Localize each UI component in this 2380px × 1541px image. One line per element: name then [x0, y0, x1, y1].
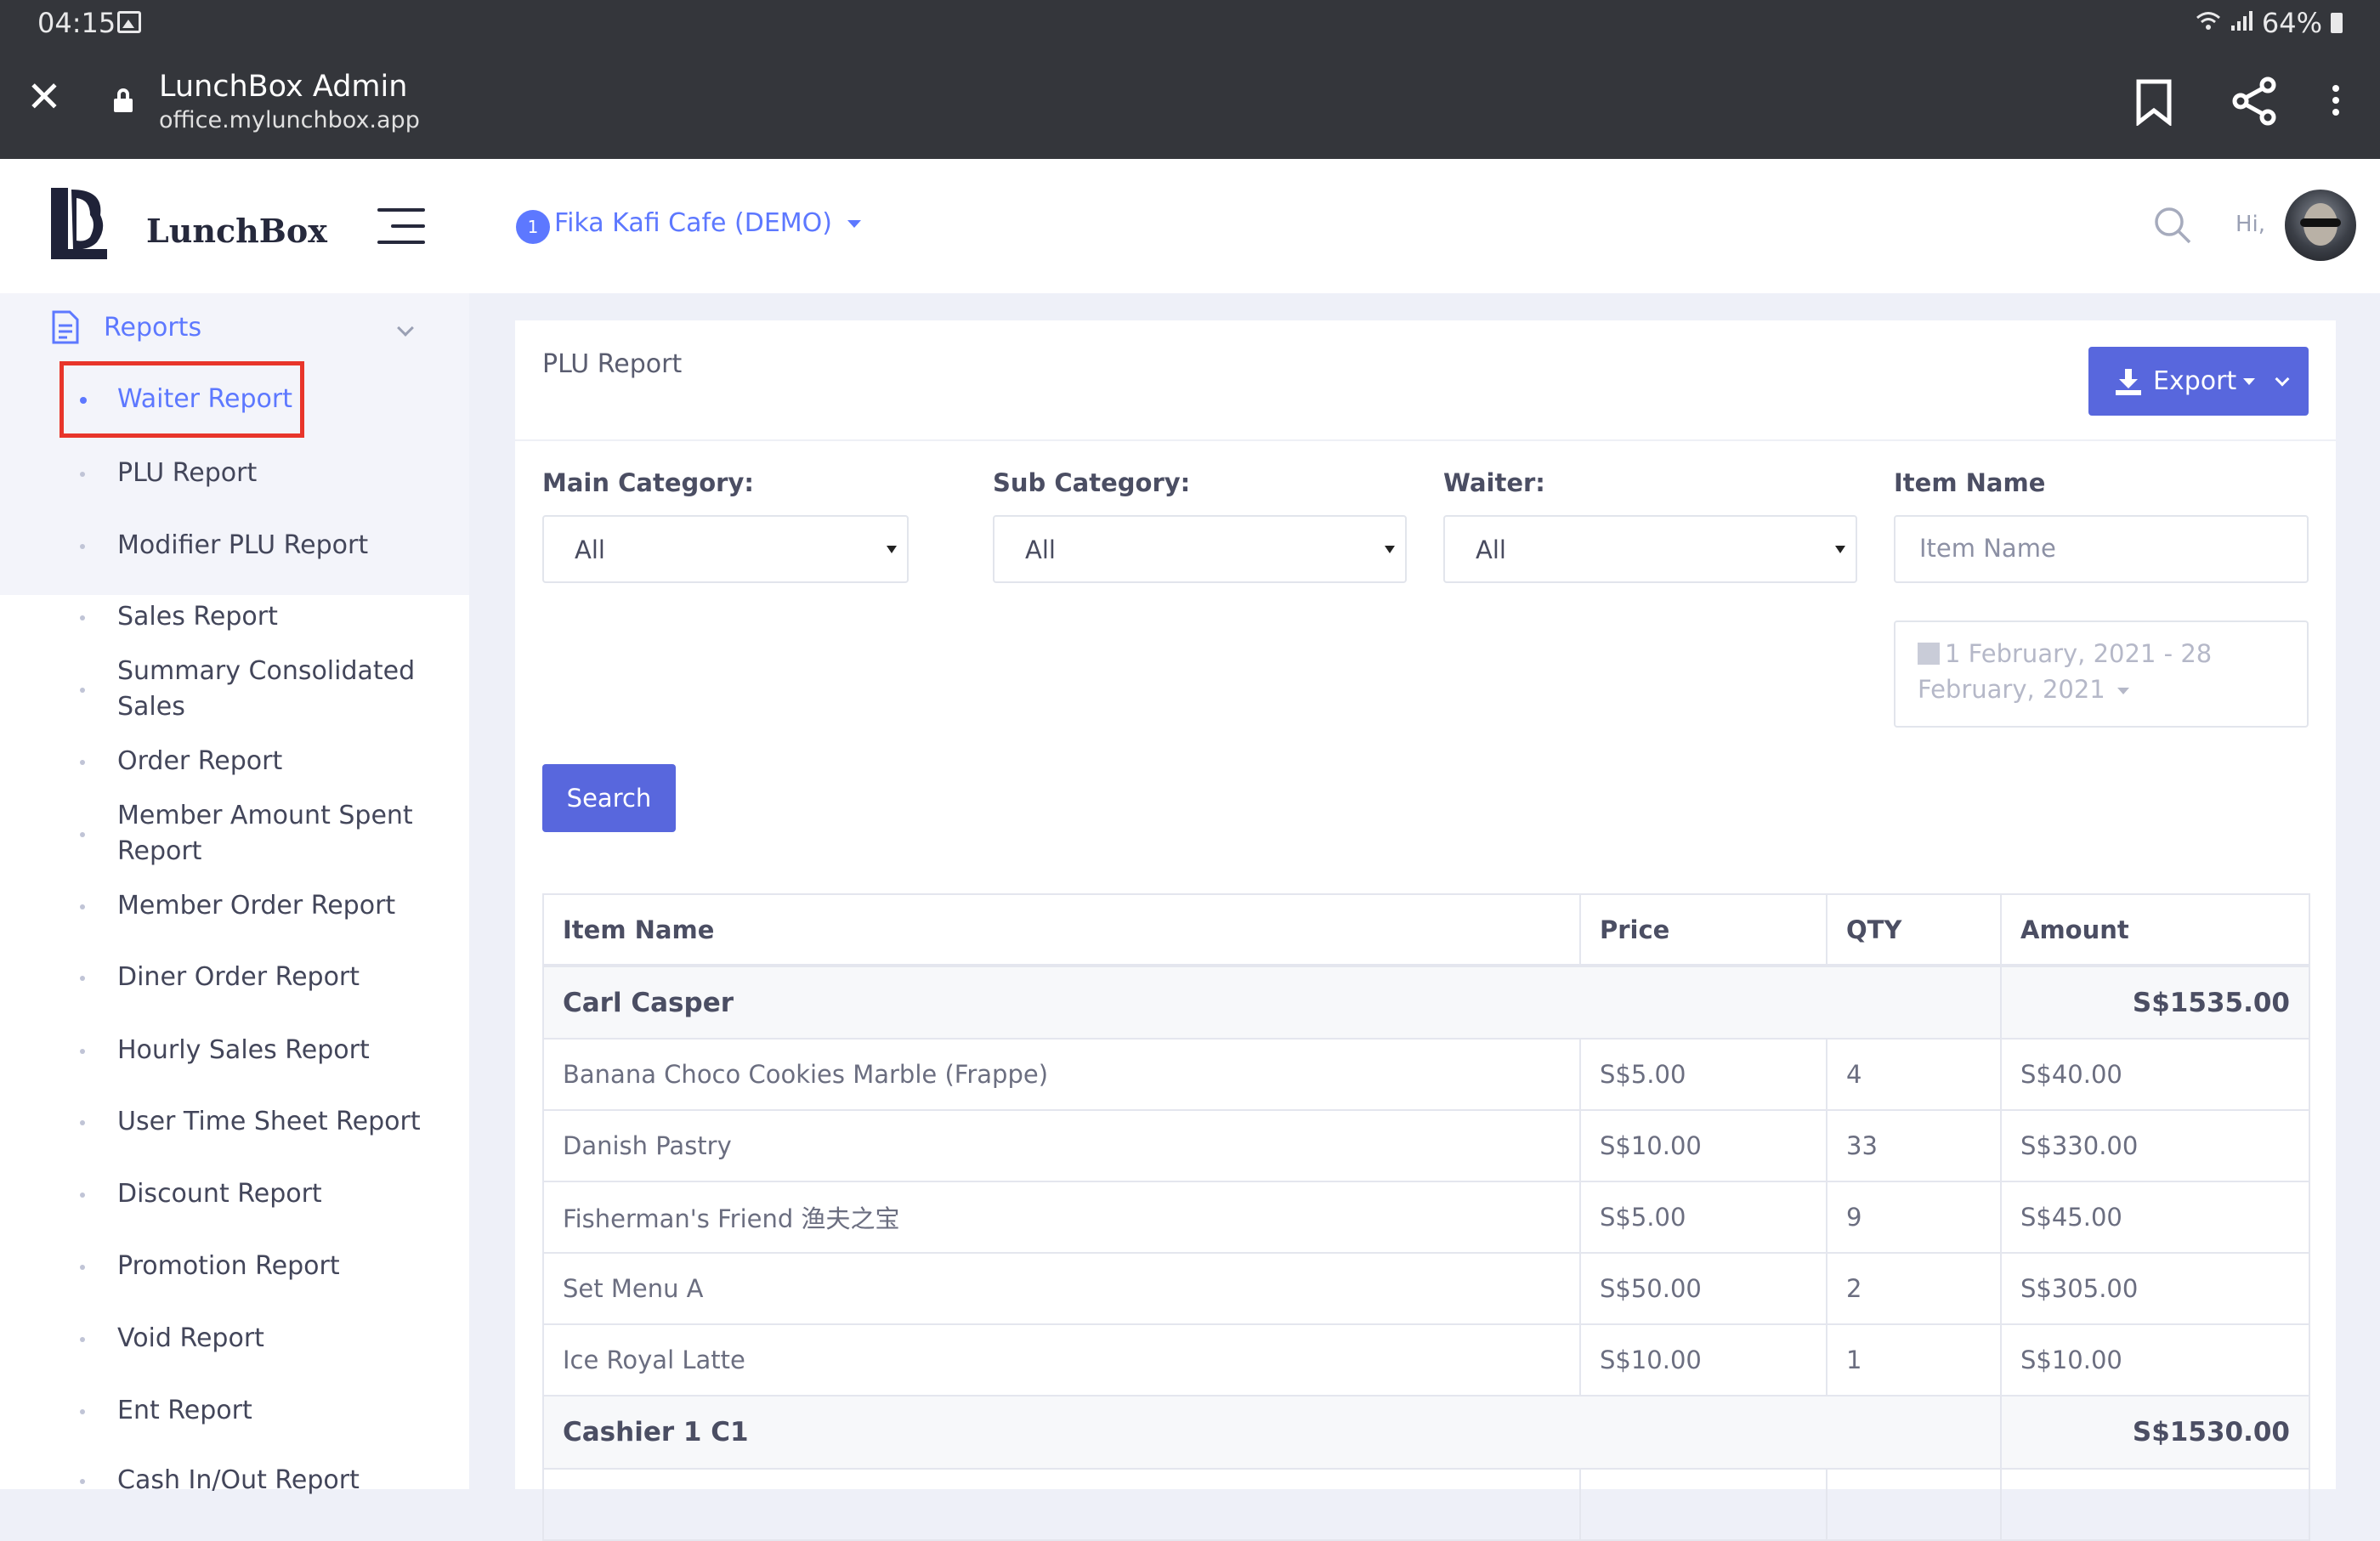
table-row: Set Menu A S$50.00 2 S$305.00: [542, 1252, 2310, 1325]
signal-icon: [2230, 7, 2253, 39]
cell-item: Set Menu A: [542, 1252, 1581, 1325]
document-icon: [52, 310, 79, 344]
gallery-icon: [117, 11, 141, 33]
caret-down-icon: [2116, 688, 2129, 694]
sidebar: LunchBox Reports Waiter Report PLU Repor…: [0, 159, 469, 1495]
group-total: S$1530.00: [2000, 1395, 2310, 1470]
table-row: Banana Choco Cookies Marble (Frappe) S$5…: [542, 1038, 2310, 1111]
table-header: Item Name Price QTY Amount: [542, 893, 2310, 967]
browser-url[interactable]: office.mylunchbox.app: [159, 107, 420, 133]
store-selector[interactable]: Fika Kafi Cafe (DEMO): [554, 208, 861, 238]
browser-title: LunchBox Admin: [159, 70, 408, 104]
cell-price: S$5.00: [1579, 1038, 1828, 1111]
export-label: Export: [2153, 366, 2237, 396]
cell-price: S$10.00: [1579, 1323, 1828, 1397]
col-price[interactable]: Price: [1579, 893, 1828, 967]
avatar[interactable]: [2285, 190, 2356, 261]
col-qty[interactable]: QTY: [1826, 893, 2002, 967]
export-button[interactable]: Export: [2088, 347, 2309, 416]
cell-qty: 9: [1826, 1181, 2002, 1254]
menu-toggle-icon[interactable]: [377, 208, 425, 244]
cell-qty: 2: [1826, 1252, 2002, 1325]
cell-price: S$10.00: [1579, 1109, 1828, 1182]
sub-category-label: Sub Category:: [993, 468, 1191, 497]
reports-label: Reports: [104, 312, 202, 343]
reports-section: Reports: [0, 293, 469, 595]
cell-price: S$5.00: [1579, 1181, 1828, 1254]
page-title: PLU Report: [542, 349, 683, 379]
cell-item: Danish Pastry: [542, 1109, 1581, 1182]
reports-nav[interactable]: Reports: [51, 310, 201, 344]
bookmark-icon[interactable]: [2134, 78, 2174, 127]
cell-amount: S$10.00: [2000, 1323, 2310, 1397]
date-range-picker[interactable]: 1 February, 2021 - 28 February, 2021: [1894, 620, 2309, 728]
store-name: Fika Kafi Cafe (DEMO): [554, 208, 832, 238]
battery-icon: [2331, 13, 2343, 33]
item-name-input[interactable]: Item Name: [1894, 515, 2309, 583]
share-icon[interactable]: [2230, 76, 2280, 126]
group-row: Carl Casper S$1535.00: [542, 965, 2310, 1040]
battery-level: 64%: [2261, 7, 2322, 39]
group-name: Cashier 1 C1: [542, 1395, 2002, 1470]
cell-qty: 33: [1826, 1109, 2002, 1182]
report-card: PLU Report Export Main Category: All Sub…: [515, 320, 2336, 1541]
cell-item: Fisherman's Friend 渔夫之宝: [542, 1181, 1581, 1254]
main-category-label: Main Category:: [542, 468, 754, 497]
wifi-icon: [2196, 7, 2221, 39]
chevron-down-icon: [2275, 371, 2290, 387]
waiter-select[interactable]: All: [1443, 515, 1857, 583]
cell-amount: S$40.00: [2000, 1038, 2310, 1111]
status-right: 64%: [2196, 7, 2343, 39]
cell-qty: 4: [1826, 1038, 2002, 1111]
lock-icon: [114, 88, 133, 112]
status-bar: 04:15 64%: [0, 0, 2380, 46]
browser-toolbar: ✕ LunchBox Admin office.mylunchbox.app: [0, 46, 2380, 159]
lunchbox-logo-icon[interactable]: [48, 186, 112, 268]
search-icon[interactable]: [2152, 205, 2193, 246]
waiter-label: Waiter:: [1443, 468, 1545, 497]
download-icon: [2116, 368, 2141, 395]
more-options-icon[interactable]: [2327, 80, 2344, 127]
topbar: 1 Fika Kafi Cafe (DEMO) Hi,: [469, 159, 2380, 293]
table-row: Danish Pastry S$10.00 33 S$330.00: [542, 1109, 2310, 1182]
cell-item: Banana Choco Cookies Marble (Frappe): [542, 1038, 1581, 1111]
date-range-value: 1 February, 2021 - 28 February, 2021: [1918, 639, 2213, 704]
cell-qty: 1: [1826, 1323, 2002, 1397]
item-name-label: Item Name: [1894, 468, 2046, 497]
cell-price: S$50.00: [1579, 1252, 1828, 1325]
table-row: Fisherman's Friend 渔夫之宝 S$5.00 9 S$45.00: [542, 1181, 2310, 1254]
highlight-box: [60, 361, 304, 438]
col-amount[interactable]: Amount: [2000, 893, 2310, 967]
chevron-down-icon[interactable]: [397, 320, 414, 337]
search-button[interactable]: Search: [542, 764, 676, 832]
col-item-name[interactable]: Item Name: [542, 893, 1581, 967]
group-row: Cashier 1 C1 S$1530.00: [542, 1395, 2310, 1470]
greeting: Hi,: [2236, 212, 2266, 237]
brand-name: LunchBox: [146, 212, 327, 250]
sidebar-header: LunchBox: [0, 159, 469, 293]
cell-item: Ice Royal Latte: [542, 1323, 1581, 1397]
caret-down-icon: [847, 220, 861, 228]
store-badge: 1: [516, 210, 550, 244]
group-name: Carl Casper: [542, 965, 2002, 1040]
main-category-select[interactable]: All: [542, 515, 909, 583]
status-time: 04:15: [37, 7, 116, 39]
report-table: Item Name Price QTY Amount Carl Casper S…: [542, 893, 2310, 1541]
close-icon[interactable]: ✕: [26, 72, 62, 122]
caret-down-icon: [2243, 377, 2256, 385]
group-total: S$1535.00: [2000, 965, 2310, 1040]
cell-amount: S$330.00: [2000, 1109, 2310, 1182]
cell-amount: S$45.00: [2000, 1181, 2310, 1254]
cell-amount: S$305.00: [2000, 1252, 2310, 1325]
calendar-icon: [1918, 643, 1940, 665]
table-row: Ice Royal Latte S$10.00 1 S$10.00: [542, 1323, 2310, 1397]
table-row: [542, 1468, 2310, 1541]
divider: [515, 439, 2336, 441]
sub-category-select[interactable]: All: [993, 515, 1407, 583]
